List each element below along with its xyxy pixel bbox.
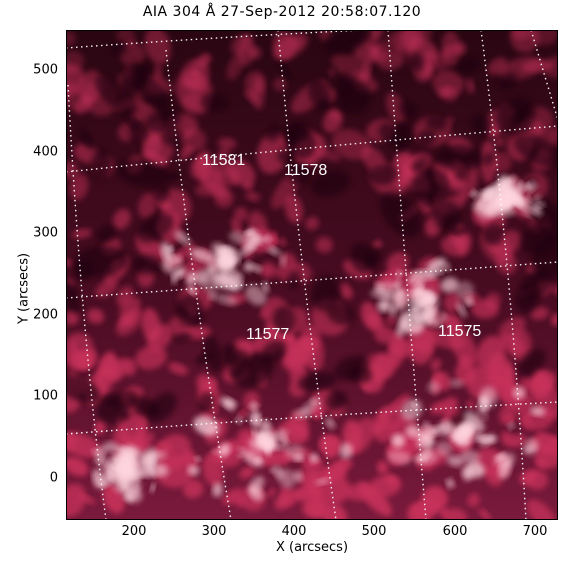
active-region-labels: 11581 11578 11577 11575 bbox=[202, 152, 481, 343]
y-tick: 0 bbox=[49, 470, 58, 486]
y-axis-label: Y (arcsecs) bbox=[16, 252, 32, 325]
ar-label-11575: 11575 bbox=[438, 323, 481, 340]
ar-label-11577: 11577 bbox=[246, 326, 289, 343]
solar-image-plot: 11581 11578 11577 11575 bbox=[66, 30, 558, 520]
x-tick: 500 bbox=[361, 524, 387, 539]
ar-label-11581: 11581 bbox=[202, 152, 245, 169]
ar-label-11578: 11578 bbox=[284, 162, 327, 179]
y-tick: 400 bbox=[33, 144, 58, 160]
chromosphere-emission bbox=[66, 30, 558, 520]
heliographic-grid bbox=[66, 30, 558, 520]
y-tick: 300 bbox=[33, 225, 58, 241]
plot-frame bbox=[66, 30, 558, 520]
x-tick: 600 bbox=[442, 524, 468, 539]
y-tick: 100 bbox=[33, 388, 58, 404]
y-tick: 200 bbox=[33, 307, 58, 323]
x-axis-label: X (arcsecs) bbox=[275, 540, 349, 555]
x-tick: 700 bbox=[522, 524, 548, 539]
y-tick: 500 bbox=[33, 62, 58, 78]
x-tick: 400 bbox=[281, 524, 307, 539]
image-title: AIA 304 Å 27-Sep-2012 20:58:07.120 bbox=[142, 4, 422, 20]
x-tick: 200 bbox=[121, 524, 147, 539]
x-tick: 300 bbox=[201, 524, 227, 539]
